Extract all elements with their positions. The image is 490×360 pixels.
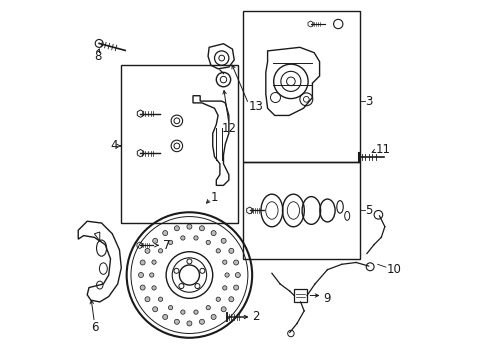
- Text: 4: 4: [111, 139, 118, 152]
- Circle shape: [187, 224, 192, 229]
- Circle shape: [149, 273, 154, 277]
- Text: 10: 10: [387, 263, 401, 276]
- Circle shape: [206, 306, 210, 310]
- Circle shape: [163, 231, 168, 235]
- Circle shape: [229, 248, 234, 253]
- Circle shape: [140, 260, 145, 265]
- Circle shape: [234, 260, 239, 265]
- Circle shape: [206, 240, 210, 244]
- Circle shape: [199, 226, 204, 231]
- Circle shape: [211, 314, 216, 319]
- Circle shape: [145, 297, 150, 302]
- Circle shape: [229, 297, 234, 302]
- Circle shape: [145, 248, 150, 253]
- Circle shape: [174, 226, 179, 231]
- Circle shape: [225, 273, 229, 277]
- Circle shape: [152, 260, 156, 264]
- Circle shape: [216, 249, 220, 253]
- Circle shape: [221, 307, 226, 312]
- Circle shape: [187, 321, 192, 326]
- Text: 2: 2: [252, 310, 260, 324]
- Text: 6: 6: [91, 320, 98, 333]
- Circle shape: [199, 319, 204, 324]
- Circle shape: [174, 319, 179, 324]
- Text: 1: 1: [211, 191, 219, 204]
- Circle shape: [211, 231, 216, 235]
- Circle shape: [158, 297, 163, 301]
- Circle shape: [153, 238, 158, 243]
- Text: 11: 11: [376, 143, 391, 156]
- Text: 13: 13: [248, 100, 264, 113]
- Text: 9: 9: [323, 292, 331, 305]
- Circle shape: [169, 306, 173, 310]
- Circle shape: [169, 240, 173, 244]
- Circle shape: [235, 273, 240, 278]
- Circle shape: [139, 273, 144, 278]
- Circle shape: [140, 285, 145, 290]
- Circle shape: [221, 238, 226, 243]
- Text: 5: 5: [365, 204, 372, 217]
- Circle shape: [158, 249, 163, 253]
- Circle shape: [194, 310, 198, 314]
- Text: 7: 7: [163, 239, 170, 252]
- Text: 12: 12: [221, 122, 236, 135]
- Circle shape: [234, 285, 239, 290]
- Circle shape: [181, 236, 185, 240]
- Circle shape: [216, 297, 220, 301]
- Circle shape: [163, 314, 168, 319]
- Circle shape: [222, 260, 227, 264]
- Text: 8: 8: [94, 50, 101, 63]
- Circle shape: [153, 307, 158, 312]
- Text: 3: 3: [365, 95, 372, 108]
- Circle shape: [194, 236, 198, 240]
- Circle shape: [222, 286, 227, 290]
- Circle shape: [152, 286, 156, 290]
- Circle shape: [181, 310, 185, 314]
